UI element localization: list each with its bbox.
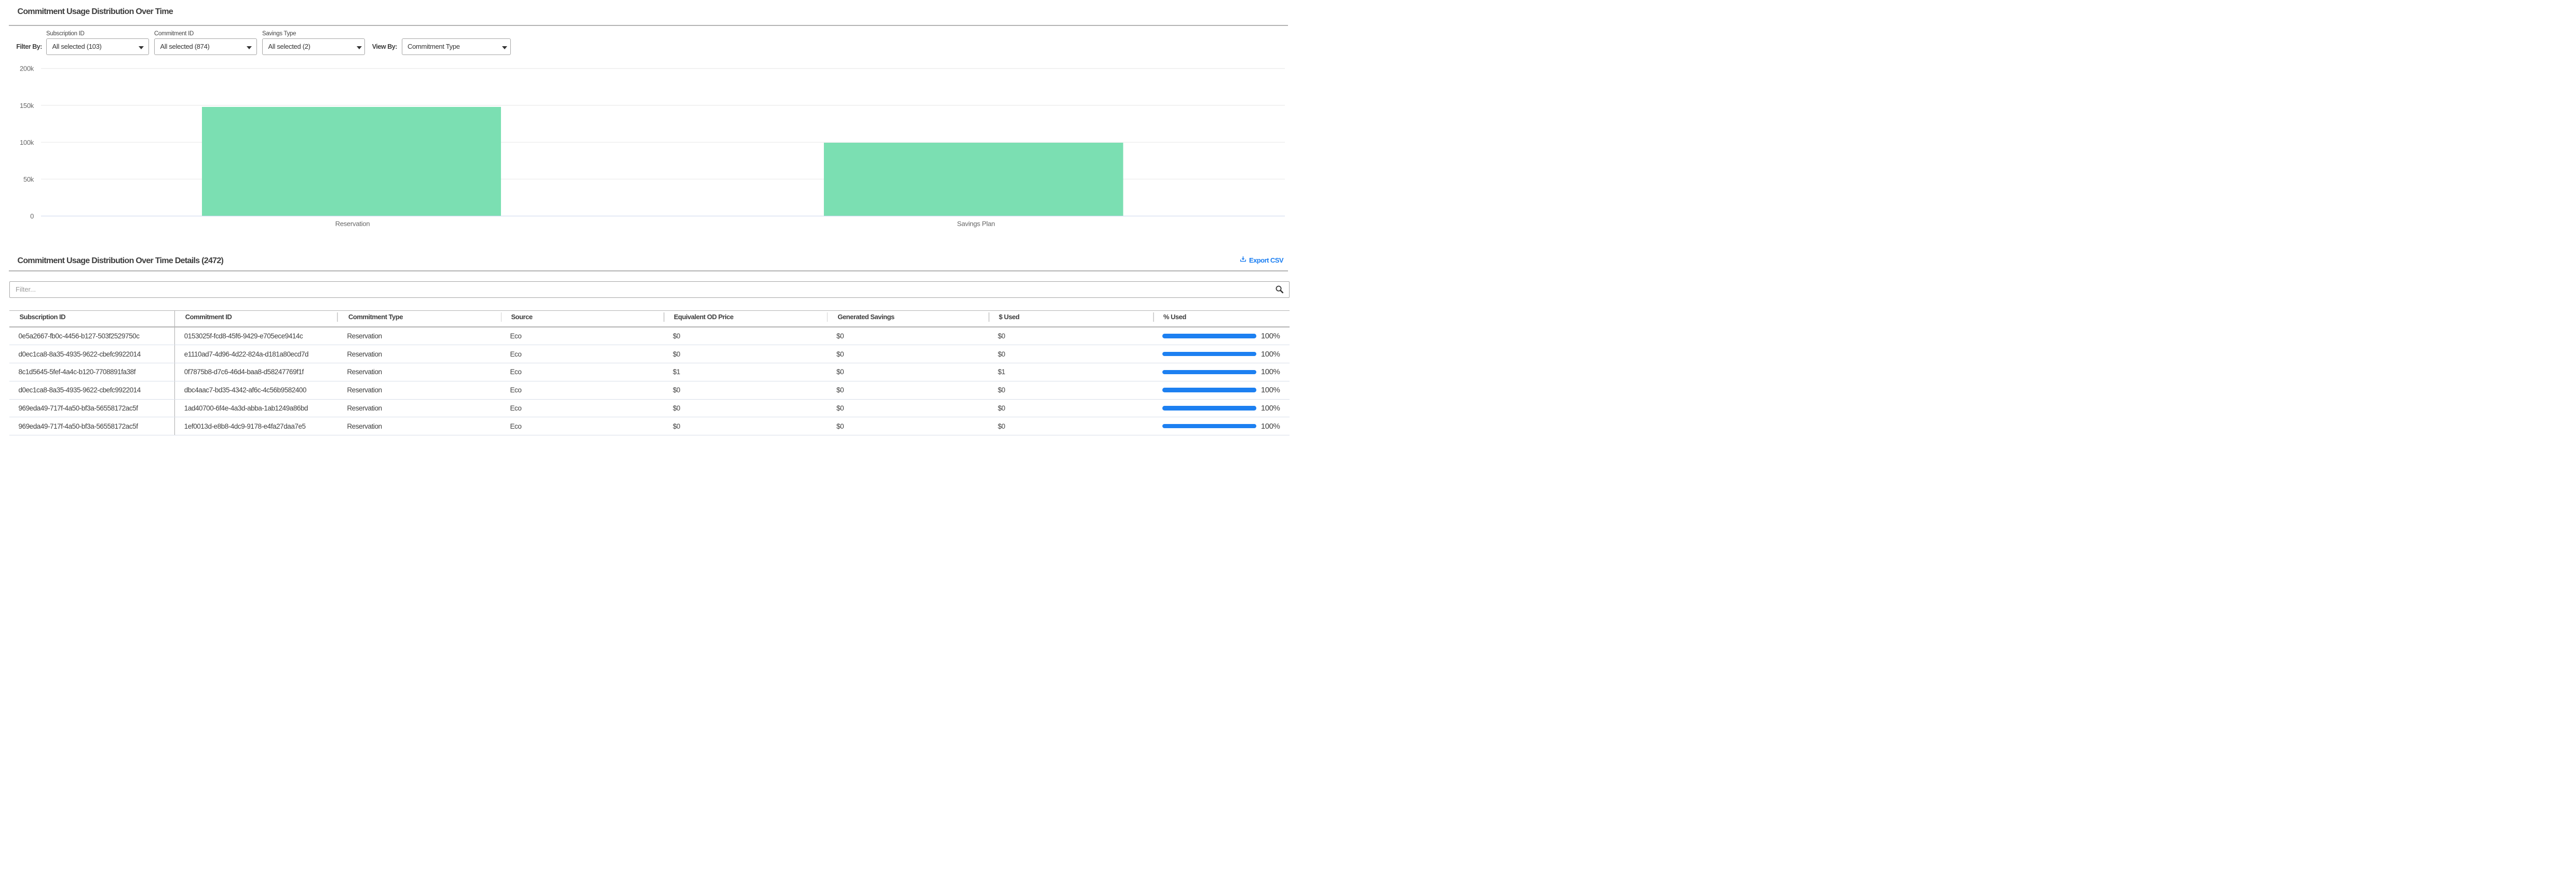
svg-text:0: 0 (30, 212, 34, 220)
svg-text:Reservation: Reservation (335, 220, 370, 228)
svg-text:200k: 200k (20, 65, 34, 73)
svg-text:100k: 100k (20, 139, 34, 146)
svg-text:Savings Plan: Savings Plan (957, 220, 995, 228)
svg-text:50k: 50k (23, 175, 34, 183)
svg-text:150k: 150k (20, 102, 34, 110)
